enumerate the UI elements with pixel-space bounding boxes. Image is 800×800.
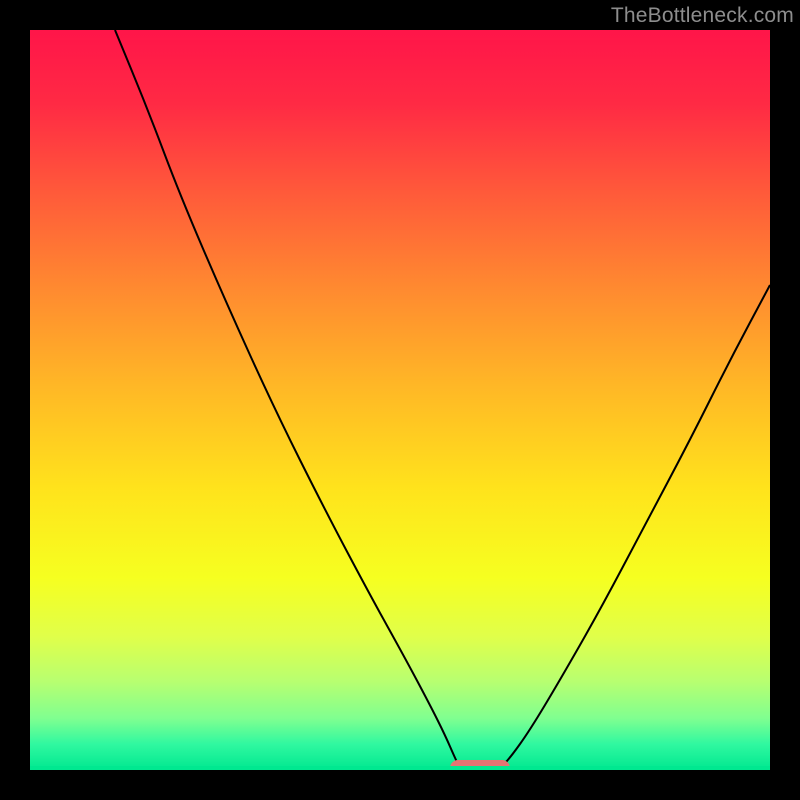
watermark-text: TheBottleneck.com (611, 4, 794, 28)
plot-area (30, 30, 770, 770)
curve-right-branch (500, 285, 770, 768)
curve-left-branch (115, 30, 460, 768)
chart-container: TheBottleneck.com (0, 0, 800, 800)
bottleneck-curve (30, 30, 770, 770)
bottom-strip (30, 766, 770, 770)
